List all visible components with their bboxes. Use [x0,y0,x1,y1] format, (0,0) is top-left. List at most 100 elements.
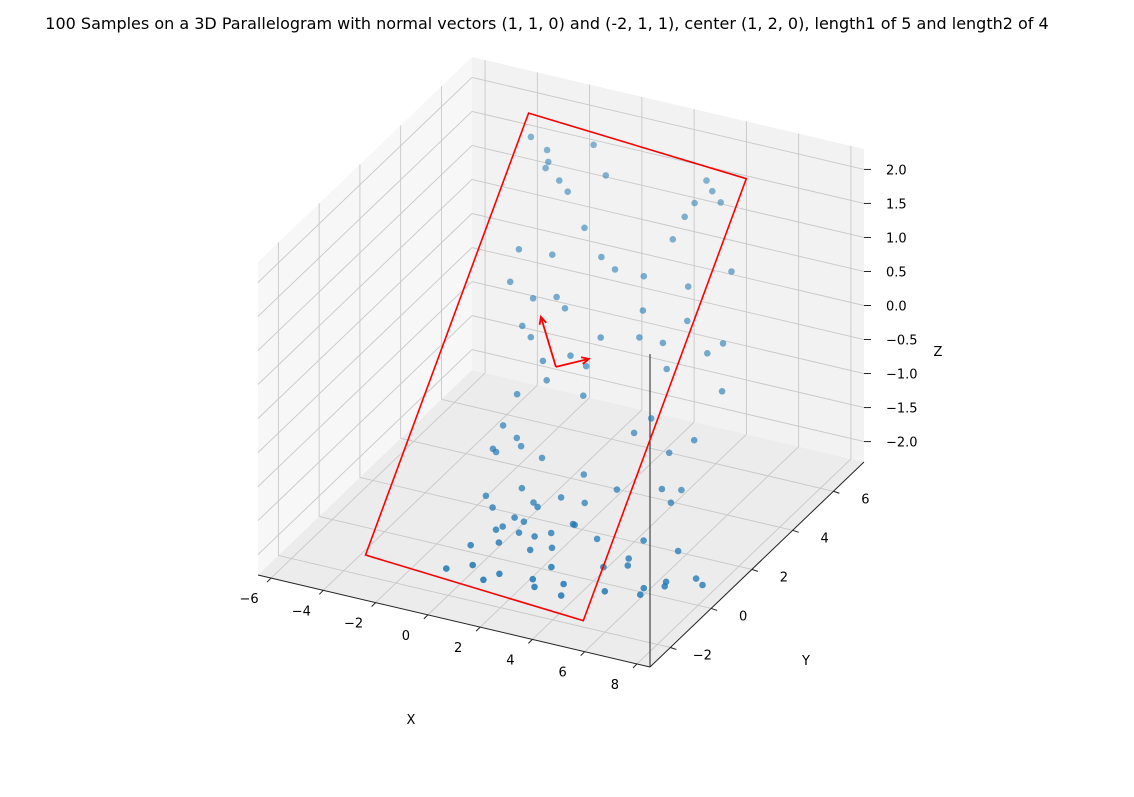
data-point [590,141,597,149]
data-point [728,268,735,275]
x-tick-label: −6 [239,592,258,607]
y-tick-mark [833,490,840,494]
data-point [593,535,601,543]
grid-line-z [257,77,473,283]
data-point [549,251,556,258]
x-tick-label: 0 [402,629,410,644]
x-tick-mark [475,626,481,632]
data-point [571,521,578,529]
data-point [467,541,475,549]
data-point [527,133,535,141]
data-point [538,454,546,462]
grid-line-x [270,372,486,579]
data-point [692,575,700,582]
data-point [601,588,609,595]
data-point [703,177,710,184]
data-point [602,172,610,179]
x-tick-mark [580,651,586,657]
y-tick-mark [710,607,718,611]
data-point [639,307,647,314]
grid-line-z [471,76,865,170]
z-tick-label: 0.5 [886,265,907,280]
grid-line-z [257,247,473,453]
x-tick-mark [423,614,429,620]
data-point [625,555,632,562]
grid-line-z [257,213,473,419]
data-point [640,584,648,592]
z-axis-label: Z [934,345,943,360]
data-point [681,213,688,221]
data-point [469,561,477,569]
grid-line-x [323,385,538,591]
data-point [526,546,534,554]
x-tick-label: −4 [292,604,311,619]
x-tick-mark [318,589,324,595]
tick-labels: −6 −4 −2 0 2 4 6 8 −2 0 2 4 6 −2.0 −1.5 −1.0 −0.5 0.0 0.5 1… [239,163,917,693]
data-point [520,518,528,525]
data-point [534,503,541,511]
data-point [661,583,668,590]
parallelogram-overlay [364,112,748,622]
data-point [511,514,518,521]
data-point [630,429,638,437]
data-point [659,339,667,347]
z-tick-label: 1.5 [886,197,907,212]
x-tick-label: −2 [344,617,363,632]
normal-vector-arrow [540,316,557,368]
data-point [611,266,619,273]
grid-line-x [636,458,852,665]
y-tick-label: 2 [780,570,788,585]
data-point [564,188,571,195]
data-point [489,504,496,511]
data-point [529,295,537,302]
grid-line-z [257,281,473,487]
data-point [557,592,565,599]
grid-line-y [359,476,753,570]
data-point [482,492,490,500]
x-tick-mark [632,663,638,669]
y-tick-mark [792,529,799,533]
data-point [543,377,550,384]
data-point [547,529,555,537]
data-point [691,199,698,207]
data-point [667,499,675,507]
data-point [496,570,503,578]
data-point [658,485,666,493]
data-point [492,448,500,456]
y-tick-label: 4 [821,531,829,546]
data-point [580,392,587,400]
data-point [518,484,526,492]
data-point [556,177,563,184]
data-point [567,352,574,360]
grid-line-z [471,315,865,409]
data-point [640,537,647,544]
data-point [663,365,670,373]
y-axis-label: Y [801,654,810,669]
grid-line-z [257,315,473,521]
normal-vector-arrowhead [580,356,591,365]
data-point [553,293,560,301]
grid-lines [257,60,865,665]
data-point [709,187,716,195]
z-tick-label: −1.0 [886,368,918,383]
x-tick-mark [371,602,376,607]
data-point [674,547,682,555]
grid-line-y [319,515,712,609]
y-tick-label: −2 [693,648,712,663]
y-tick-label: 6 [861,492,869,507]
grid-line-z [471,213,865,306]
data-point [527,333,535,341]
data-point [581,499,588,507]
data-point [580,471,588,478]
z-tick-label: 1.0 [886,231,907,246]
data-point [647,415,655,422]
data-point [624,562,632,569]
data-point [613,486,621,493]
x-axis-label: X [407,713,416,728]
data-point [665,449,673,457]
data-point [513,434,521,442]
data-point [581,224,588,232]
data-point [598,253,605,261]
data-point [529,575,537,583]
